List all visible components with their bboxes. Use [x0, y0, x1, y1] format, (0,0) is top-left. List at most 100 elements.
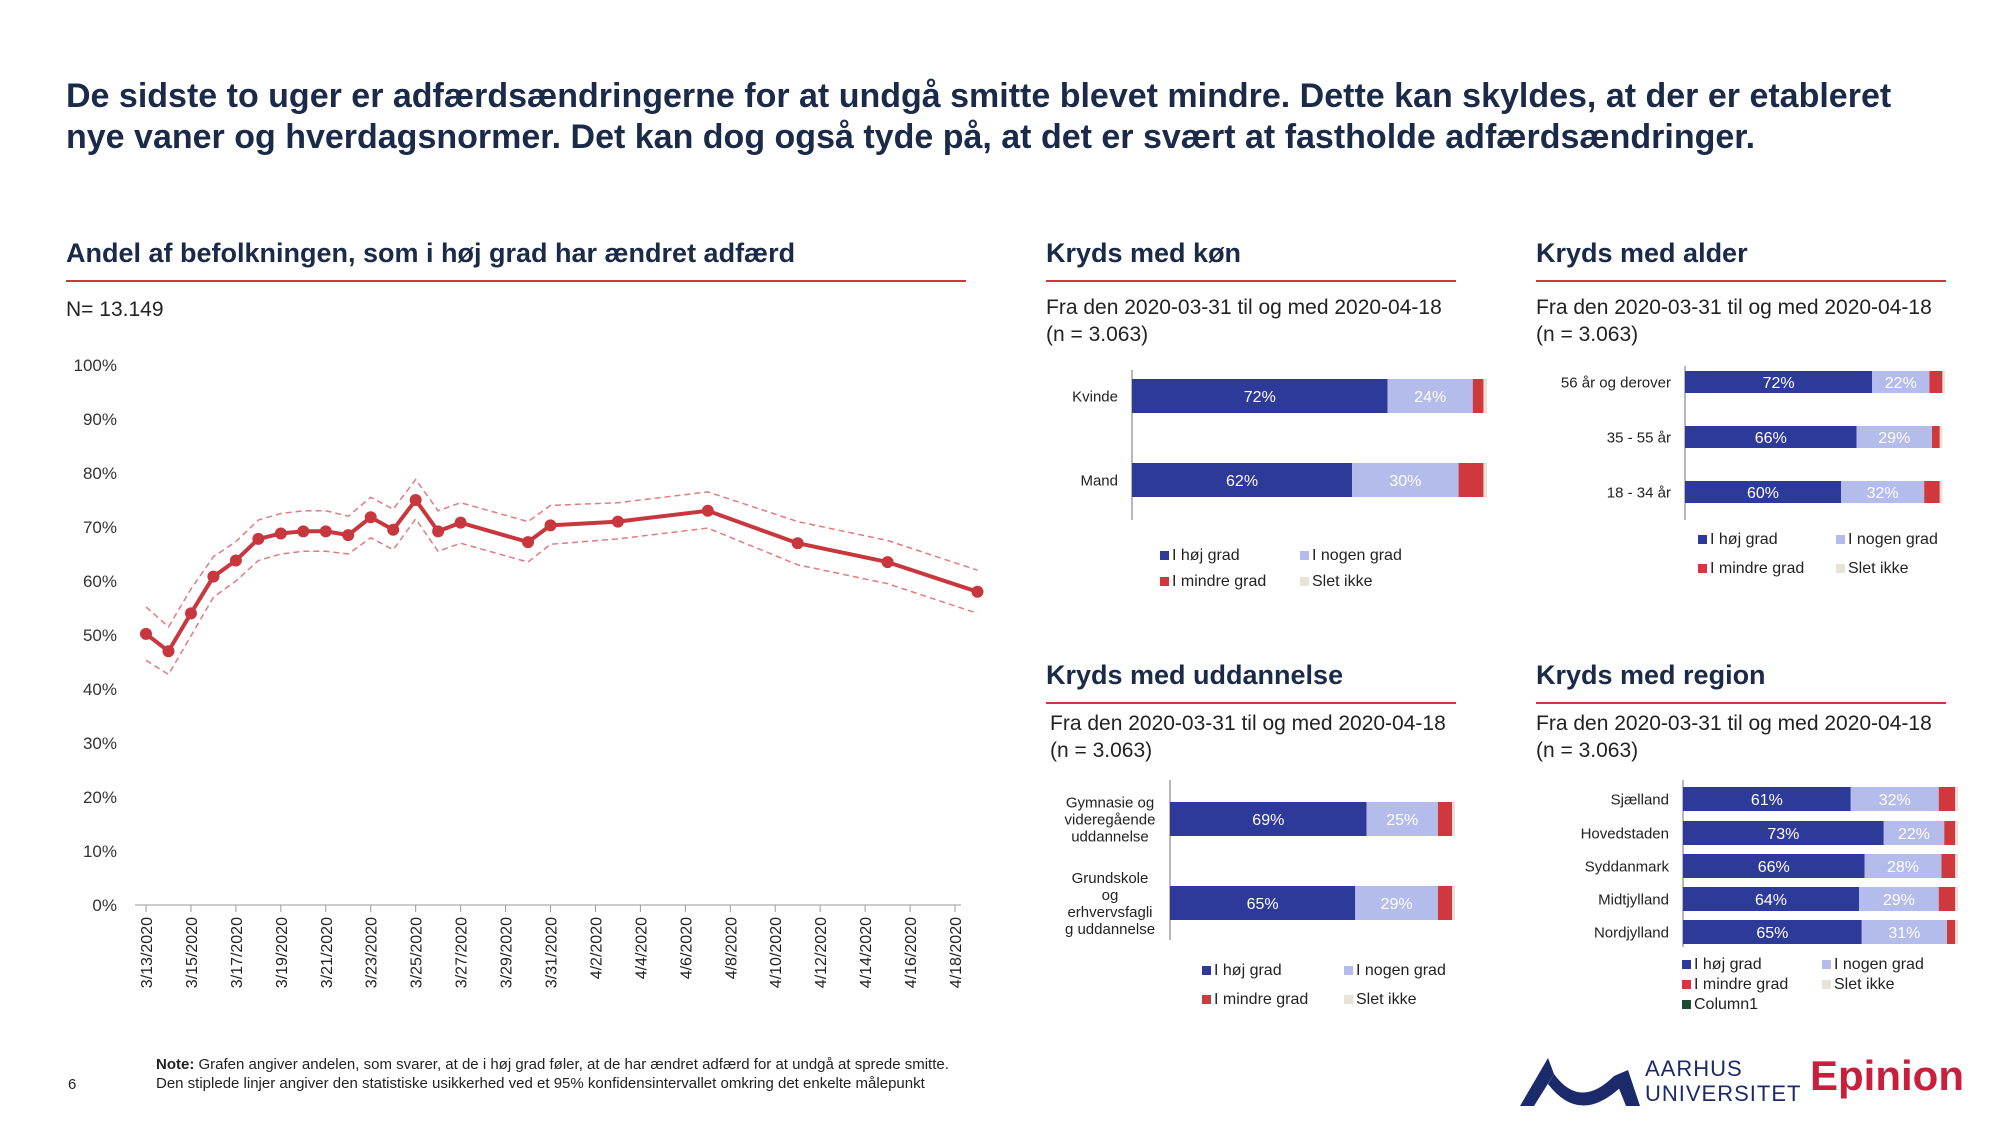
- data-point: [454, 516, 467, 529]
- data-point: [140, 627, 152, 640]
- category-label: Grundskole: [1072, 870, 1149, 887]
- data-label: 31%: [1888, 925, 1920, 942]
- data-label: 73%: [1767, 826, 1799, 843]
- bar-segment: [1938, 787, 1956, 811]
- alder-bar-chart: 56 år og derover 72% 22% 35 - 55 år 66% 29% 18…: [1561, 366, 1945, 577]
- data-point: [319, 525, 332, 538]
- data-point: [522, 536, 535, 549]
- x-tick-label: 3/31/2020: [544, 917, 561, 988]
- data-label: 61%: [1751, 792, 1783, 809]
- page-number: 6: [68, 1076, 77, 1093]
- data-point: [791, 537, 804, 550]
- alder-subtitle: Fra den 2020-03-31 til og med 2020-04-18: [1536, 296, 1932, 319]
- note-line-1: Grafen angiver andelen, som svarer, at d…: [194, 1056, 949, 1073]
- legend-swatch: [1682, 1000, 1691, 1009]
- y-tick-label: 60%: [83, 572, 117, 591]
- legend-label: I høj grad: [1172, 547, 1240, 564]
- bar-segment: [1864, 854, 1942, 878]
- data-point: [432, 525, 445, 538]
- category-label: Nordjylland: [1594, 924, 1669, 941]
- upper-confidence-line: [145, 478, 978, 629]
- data-label: 25%: [1386, 812, 1418, 829]
- data-point: [701, 504, 714, 517]
- legend-swatch: [1202, 995, 1211, 1004]
- data-label: 28%: [1887, 859, 1919, 876]
- lower-confidence-line: [145, 517, 978, 676]
- category-label: g uddannelse: [1065, 921, 1155, 938]
- bar-segment: [1472, 379, 1484, 413]
- bar-segment: [1944, 821, 1956, 845]
- category-label: uddannelse: [1071, 828, 1149, 845]
- bar-segment: [1683, 787, 1851, 811]
- data-label: 30%: [1389, 473, 1421, 490]
- bar-segment: [1132, 379, 1388, 413]
- bar-segment: [1685, 371, 1873, 393]
- region-n: (n = 3.063): [1536, 739, 1639, 762]
- data-label: 32%: [1867, 485, 1899, 502]
- bar-segment: [1683, 854, 1865, 878]
- headline: De sidste to uger er adfærdsændringerne …: [66, 77, 1892, 156]
- category-label: Kvinde: [1072, 388, 1118, 405]
- data-label: 32%: [1879, 792, 1911, 809]
- bar-segment: [1872, 371, 1930, 393]
- uddannelse-title-rule: [1046, 702, 1456, 704]
- bar-segment: [1939, 481, 1943, 503]
- category-label: og: [1102, 887, 1119, 904]
- legend-label: I høj grad: [1694, 956, 1762, 973]
- legend-label: I nogen grad: [1848, 531, 1938, 548]
- legend-label: Slet ikke: [1356, 991, 1417, 1008]
- y-tick-label: 50%: [83, 626, 117, 645]
- bar-segment: [1955, 887, 1958, 911]
- bar-segment: [1685, 481, 1841, 503]
- legend-label: I mindre grad: [1214, 991, 1308, 1008]
- x-tick-label: 3/25/2020: [409, 917, 426, 988]
- data-label: 29%: [1883, 892, 1915, 909]
- region-subtitle: Fra den 2020-03-31 til og med 2020-04-18: [1536, 712, 1932, 735]
- bar-segment: [1452, 886, 1455, 920]
- x-tick-label: 4/4/2020: [633, 917, 650, 979]
- alder-title-rule: [1536, 280, 1946, 282]
- legend-label: I mindre grad: [1694, 976, 1788, 993]
- bar-segment: [1366, 802, 1438, 836]
- data-point: [229, 554, 242, 567]
- alder-panel-title: Kryds med alder: [1536, 238, 1748, 268]
- bar-segment: [1437, 802, 1453, 836]
- data-label: 66%: [1758, 859, 1790, 876]
- bar-segment: [1955, 854, 1958, 878]
- note-line-2: Den stiplede linjer angiver den statisti…: [156, 1075, 925, 1092]
- bar-segment: [1861, 920, 1947, 944]
- data-point: [297, 525, 310, 538]
- data-point: [971, 585, 984, 598]
- x-tick-label: 3/15/2020: [184, 917, 201, 988]
- category-label: Sjælland: [1611, 791, 1669, 808]
- bar-segment: [1132, 463, 1353, 497]
- legend-swatch: [1344, 995, 1353, 1004]
- x-tick-label: 4/2/2020: [588, 917, 605, 979]
- category-label: Midtjylland: [1598, 891, 1669, 908]
- legend-swatch: [1682, 960, 1691, 969]
- kon-subtitle: Fra den 2020-03-31 til og med 2020-04-18: [1046, 296, 1442, 319]
- data-label: 62%: [1226, 473, 1258, 490]
- y-tick-label: 70%: [83, 518, 117, 537]
- bar-segment: [1924, 481, 1940, 503]
- data-point: [881, 556, 894, 569]
- uddannelse-n: (n = 3.063): [1050, 739, 1153, 762]
- x-tick-label: 4/10/2020: [768, 917, 785, 988]
- x-tick-label: 4/6/2020: [678, 917, 695, 979]
- bar-segment: [1170, 802, 1367, 836]
- bar-segment: [1683, 887, 1859, 911]
- bar-segment: [1683, 920, 1862, 944]
- x-tick-label: 3/27/2020: [454, 917, 471, 988]
- footnote: Note: Grafen angiver andelen, som svarer…: [156, 1055, 949, 1093]
- bar-segment: [1437, 886, 1453, 920]
- data-point: [544, 519, 557, 532]
- legend-label: Slet ikke: [1834, 976, 1895, 993]
- bar-segment: [1452, 802, 1455, 836]
- bar-segment: [1352, 463, 1459, 497]
- legend-swatch: [1160, 551, 1169, 560]
- bar-segment: [1932, 426, 1940, 448]
- category-label: Hovedstaden: [1581, 825, 1669, 842]
- x-tick-label: 4/8/2020: [723, 917, 740, 979]
- x-tick-label: 4/14/2020: [858, 917, 875, 988]
